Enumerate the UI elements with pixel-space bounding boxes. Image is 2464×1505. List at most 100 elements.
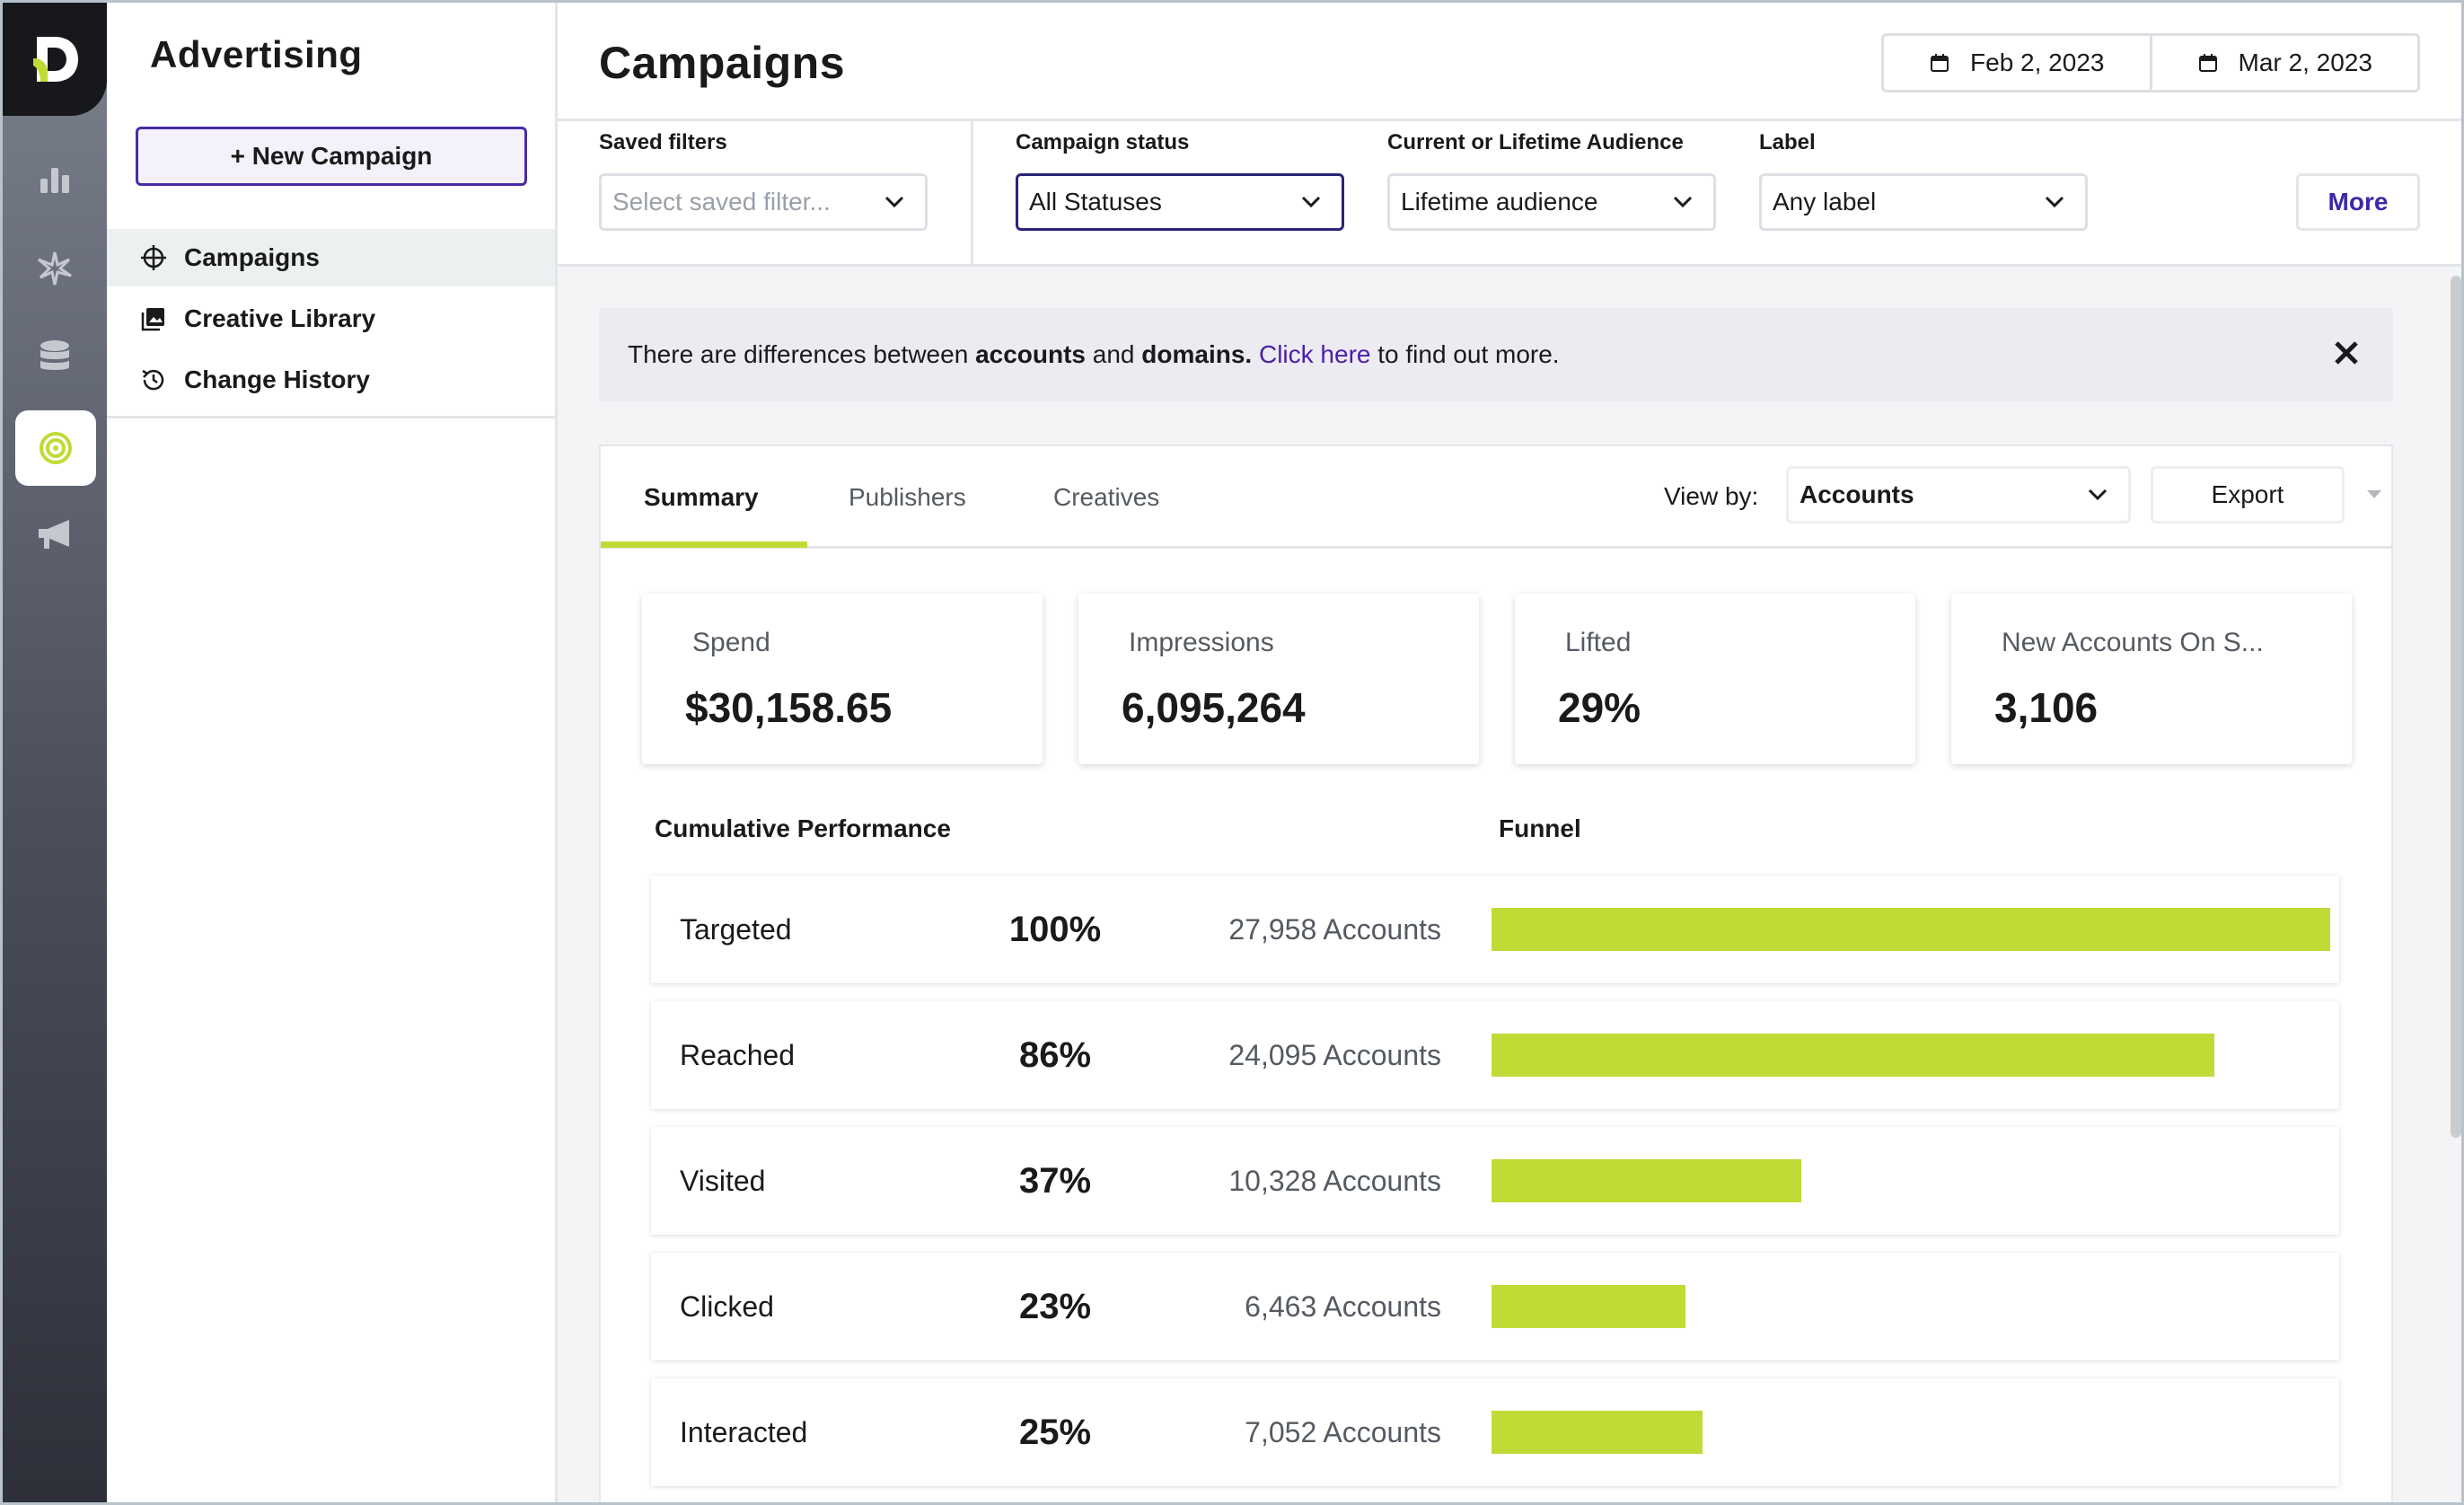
funnel-row: Interacted 25% 7,052 Accounts [651,1378,2339,1486]
content-area: There are differences between accounts a… [558,267,2461,1502]
sidebar-item-creative-library[interactable]: Creative Library [107,290,555,348]
funnel-bar-track [1492,1285,2330,1328]
start-date-value: Feb 2, 2023 [1970,48,2105,76]
chevron-down-icon [884,196,904,208]
funnel-count: 24,095 Accounts [1228,1038,1441,1071]
page-header: Campaigns Feb 2, 2023 Mar 2, 2023 [558,3,2461,121]
megaphone-icon[interactable] [22,502,87,567]
campaign-status-label: Campaign status [1016,130,1190,154]
funnel-row: Clicked 23% 6,463 Accounts [651,1253,2339,1360]
stat-card-spend: Spend $30,158.65 [642,594,1043,764]
sidebar-item-campaigns[interactable]: Campaigns [107,229,555,286]
label-select[interactable]: Any label [1759,173,2088,231]
bar-chart-icon[interactable] [22,146,87,211]
saved-filters-placeholder: Select saved filter... [612,188,831,216]
sparkle-icon[interactable] [22,236,87,301]
filter-divider [971,121,973,267]
vertical-scrollbar[interactable] [2445,267,2461,1502]
funnel-stage: Visited [680,1164,766,1197]
banner-text: There are differences between [628,340,976,368]
logo-icon[interactable] [3,3,107,116]
chevron-down-icon [1301,196,1321,208]
banner-text: to find out more. [1370,340,1560,368]
chevron-down-icon [1673,196,1693,208]
stat-value: 6,095,264 [1122,684,1306,731]
funnel-row: Visited 37% 10,328 Accounts [651,1127,2339,1235]
main-area: Campaigns Feb 2, 2023 Mar 2, 2023 Saved … [558,3,2461,1502]
funnel-count: 6,463 Accounts [1245,1289,1441,1323]
date-range-picker[interactable]: Feb 2, 2023 Mar 2, 2023 [1881,33,2420,92]
filter-bar: Saved filters Select saved filter... Cam… [558,121,2461,267]
banner-text: and [1086,340,1142,368]
funnel-heading: Funnel [1499,814,1581,842]
stat-label: Spend [692,628,770,657]
funnel-count: 10,328 Accounts [1228,1164,1441,1197]
audience-value: Lifetime audience [1401,188,1598,216]
tab-summary[interactable]: Summary [644,483,759,511]
funnel-count: 7,052 Accounts [1245,1415,1441,1448]
history-icon [137,364,170,396]
sidebar-item-label: Campaigns [184,243,320,271]
sidebar-item-change-history[interactable]: Change History [107,351,555,409]
funnel-bar-track [1492,1034,2330,1077]
more-filters-button[interactable]: More [2296,173,2420,231]
campaign-status-value: All Statuses [1029,188,1162,216]
tab-publishers[interactable]: Publishers [849,483,966,511]
stat-value: 29% [1558,684,1641,731]
saved-filters-label: Saved filters [599,130,727,154]
stat-value: $30,158.65 [685,684,893,731]
caret-down-icon[interactable] [2366,489,2382,500]
scrollbar-thumb[interactable] [2451,276,2461,1138]
stat-card-impressions: Impressions 6,095,264 [1078,594,1479,764]
stat-label: Lifted [1565,628,1632,657]
target-icon[interactable] [15,410,96,486]
database-icon[interactable] [22,326,87,391]
page-title: Campaigns [599,38,846,88]
label-filter-label: Label [1759,130,1816,154]
stat-label: New Accounts On S... [2002,628,2264,657]
funnel-bar-track [1492,1159,2330,1202]
new-campaign-button[interactable]: + New Campaign [136,127,527,186]
view-by-value: Accounts [1800,480,1914,508]
funnel-count: 27,958 Accounts [1228,912,1441,946]
chevron-down-icon [2088,488,2108,501]
funnel-stage: Targeted [680,912,792,946]
saved-filters-select[interactable]: Select saved filter... [599,173,928,231]
funnel-percent: 37% [1018,1160,1092,1201]
funnel-bar [1492,1411,1703,1454]
info-banner: There are differences between accounts a… [599,308,2393,401]
banner-bold-domains: domains. [1141,340,1253,368]
label-value: Any label [1773,188,1877,216]
funnel-percent: 86% [1018,1034,1092,1075]
sidebar-divider [107,416,555,418]
chevron-down-icon [2045,196,2064,208]
end-date-field[interactable]: Mar 2, 2023 [2149,36,2418,90]
view-by-select[interactable]: Accounts [1786,466,2131,524]
export-button[interactable]: Export [2151,466,2345,524]
stat-card-lifted: Lifted 29% [1515,594,1915,764]
sidebar-title: Advertising [150,33,363,75]
audience-select[interactable]: Lifetime audience [1387,173,1716,231]
cumulative-performance-heading: Cumulative Performance [655,814,951,842]
start-date-field[interactable]: Feb 2, 2023 [1884,36,2150,90]
summary-panel: Summary Publishers Creatives View by: Ac… [599,444,2393,1502]
campaign-status-select[interactable]: All Statuses [1016,173,1344,231]
funnel-percent: 100% [1008,909,1102,949]
funnel-stage: Interacted [680,1415,808,1448]
tab-bar: Summary Publishers Creatives View by: Ac… [601,446,2393,549]
funnel-stage: Clicked [680,1289,774,1323]
funnel-stage: Reached [680,1038,796,1071]
stat-label: Impressions [1129,628,1274,657]
sidebar: Advertising + New Campaign Campaigns Cre… [107,3,558,1502]
sidebar-item-label: Creative Library [184,304,376,332]
banner-link[interactable]: Click here [1252,340,1371,368]
funnel-bar [1492,1034,2214,1077]
calendar-icon [1931,54,1949,72]
funnel-row: Reached 86% 24,095 Accounts [651,1001,2339,1109]
funnel-percent: 23% [1018,1286,1092,1326]
close-icon[interactable] [2327,333,2366,373]
tab-creatives[interactable]: Creatives [1053,483,1160,511]
stat-card-new-accounts: New Accounts On S... 3,106 [1951,594,2352,764]
audience-label: Current or Lifetime Audience [1387,130,1684,154]
